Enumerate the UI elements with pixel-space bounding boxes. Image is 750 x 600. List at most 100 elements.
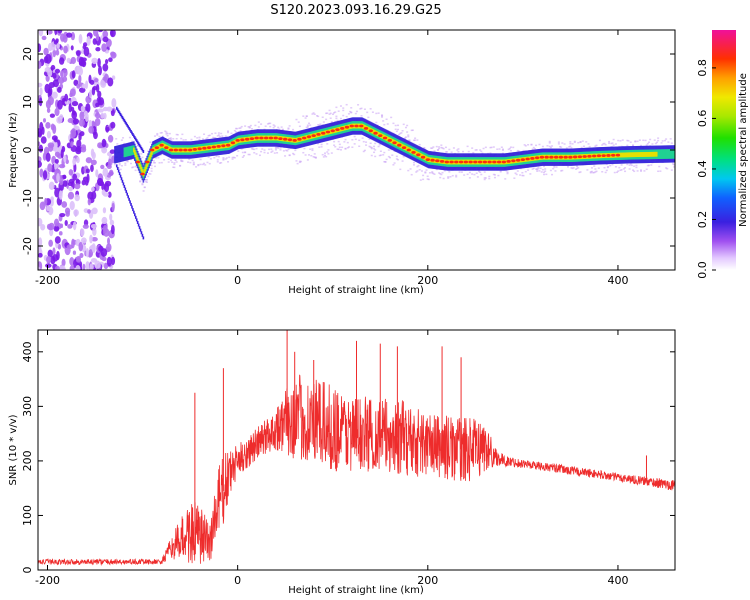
halo-cell (576, 167, 579, 170)
ridge-peak (206, 146, 212, 150)
noise-blob (75, 257, 82, 263)
halo-cell (312, 112, 315, 114)
halo-cell (252, 148, 255, 150)
branch-upper (142, 150, 145, 153)
halo-cell (442, 177, 445, 180)
branch-upper (120, 114, 123, 118)
noise-blob (71, 101, 79, 107)
halo-cell (179, 165, 182, 167)
halo-cell (627, 140, 630, 142)
halo-cell (153, 135, 156, 137)
halo-cell (300, 160, 303, 163)
ridge-peak (477, 160, 483, 164)
halo-cell (382, 120, 385, 122)
band-core (624, 152, 627, 158)
halo-cell (400, 132, 403, 134)
halo-cell (335, 117, 338, 120)
branch-lower (132, 208, 134, 212)
halo-cell (573, 141, 576, 144)
halo-cell (649, 138, 652, 141)
noise-blob (62, 34, 68, 43)
ridge-peak (340, 126, 345, 130)
band-core (230, 141, 232, 147)
noise-blob (83, 110, 88, 117)
halo-cell (169, 137, 172, 139)
halo-cell (385, 118, 388, 121)
halo-cell (539, 167, 542, 170)
band-mid (666, 149, 669, 159)
halo-cell (203, 133, 206, 135)
halo-cell (327, 149, 330, 151)
noise-blob (103, 262, 109, 270)
halo-cell (224, 135, 227, 137)
noise-blob (52, 49, 57, 58)
halo-cell (231, 158, 234, 160)
halo-cell (611, 163, 614, 166)
band-core (134, 150, 136, 155)
halo-cell (659, 170, 662, 172)
noise-blob (61, 201, 68, 208)
halo-cell (379, 154, 382, 156)
band-core (655, 151, 657, 157)
colorbar-label: Normalized spectral amplitude (738, 73, 749, 227)
band-core (329, 129, 332, 134)
ridge-peak (349, 124, 354, 128)
noise-blob (61, 145, 66, 153)
halo-cell (602, 143, 605, 145)
noise-blob (40, 136, 47, 144)
halo-cell (582, 145, 585, 148)
halo-cell (397, 128, 400, 131)
noise-blob (54, 30, 58, 36)
noise-blob (38, 43, 42, 53)
ridge-peak (506, 160, 511, 163)
halo-cell (250, 128, 253, 130)
halo-cell (524, 170, 527, 173)
noise-blob (102, 63, 109, 72)
halo-cell (268, 122, 271, 125)
halo-cell (399, 132, 402, 135)
halo-cell (414, 137, 417, 139)
noise-blob (67, 224, 73, 229)
ridge-peak (373, 131, 378, 135)
ridge-peak (558, 155, 564, 159)
halo-cell (444, 151, 447, 153)
halo-cell (436, 149, 439, 151)
halo-cell (559, 145, 562, 148)
band-mid (125, 147, 128, 157)
ridge-peak (154, 146, 160, 150)
noise-blob (62, 174, 67, 180)
ridge-peak (178, 148, 183, 152)
band-core (136, 157, 139, 162)
halo-cell (570, 167, 573, 169)
colorbar-tick-label: 0.4 (696, 160, 709, 178)
halo-cell (268, 148, 271, 151)
halo-cell (499, 171, 502, 173)
noise-blob (101, 138, 107, 148)
halo-cell (175, 137, 178, 140)
halo-cell (342, 109, 345, 112)
halo-cell (403, 137, 406, 139)
halo-cell (471, 173, 474, 175)
noise-blob (107, 77, 114, 87)
band-outer (115, 145, 118, 163)
band-core (150, 152, 152, 158)
halo-cell (248, 127, 251, 129)
band-core (158, 144, 161, 150)
halo-cell (128, 136, 131, 139)
branch-upper (131, 131, 133, 135)
band-core (632, 152, 634, 158)
halo-cell (366, 111, 369, 114)
ridge-peak (392, 141, 397, 145)
halo-cell (522, 149, 525, 152)
halo-cell (201, 138, 204, 140)
band-mid (671, 149, 673, 159)
halo-cell (609, 164, 612, 167)
halo-cell (653, 139, 656, 141)
halo-cell (657, 137, 660, 139)
halo-cell (651, 143, 654, 145)
noise-blob (81, 60, 87, 68)
branch-lower (125, 190, 128, 194)
noise-blob (73, 209, 79, 217)
band-core (141, 169, 144, 174)
